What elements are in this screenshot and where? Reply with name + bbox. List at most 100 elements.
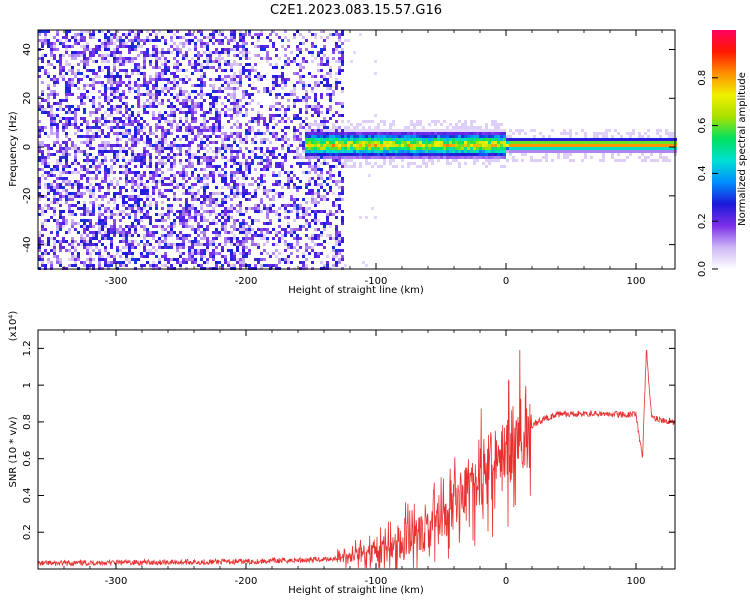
spectrogram-cell xyxy=(116,126,119,129)
spectrogram-cell xyxy=(224,36,227,39)
spectrogram-cell xyxy=(137,72,140,75)
spectrogram-cell xyxy=(56,138,59,141)
spectrogram-cell xyxy=(182,54,185,57)
spectrogram-cell xyxy=(506,159,509,162)
spectrogram-cell xyxy=(308,192,311,195)
spectrogram-cell xyxy=(269,264,272,267)
spectrogram-cell xyxy=(128,228,131,231)
spectrogram-cell xyxy=(308,135,311,138)
spectrogram-cell xyxy=(254,231,257,234)
spectrogram-cell xyxy=(218,90,221,93)
spectrogram-cell xyxy=(227,99,230,102)
spectrogram-cell xyxy=(413,141,416,144)
spectrogram-cell xyxy=(449,135,452,138)
spectrogram-cell xyxy=(161,219,164,222)
spectrogram-cell xyxy=(260,159,263,162)
spectrogram-cell xyxy=(242,252,245,255)
spectrogram-cell xyxy=(44,186,47,189)
spectrogram-cell xyxy=(62,168,65,171)
spectrogram-cell xyxy=(191,207,194,210)
spectrogram-cell xyxy=(554,147,557,150)
spectrogram-cell xyxy=(266,51,269,54)
spectrogram-cell xyxy=(239,75,242,78)
spectrogram-cell xyxy=(467,153,470,156)
spectrogram-cell xyxy=(56,78,59,81)
spectrogram-cell xyxy=(209,54,212,57)
spectrogram-cell xyxy=(533,159,536,162)
spectrogram-cell xyxy=(185,42,188,45)
spectrogram-cell xyxy=(218,123,221,126)
spectrogram-cell xyxy=(254,207,257,210)
spectrogram-cell xyxy=(149,138,152,141)
spectrogram-cell xyxy=(209,93,212,96)
spectrogram-cell xyxy=(125,141,128,144)
spectrogram-cell xyxy=(269,117,272,120)
spectrogram-cell xyxy=(104,216,107,219)
spectrogram-cell xyxy=(227,147,230,150)
spectrogram-cell xyxy=(437,129,440,132)
spectrogram-cell xyxy=(125,231,128,234)
spectrogram-cell xyxy=(239,165,242,168)
spectrogram-cell xyxy=(290,93,293,96)
spectrogram-cell xyxy=(47,174,50,177)
spectrogram-cell xyxy=(257,54,260,57)
spectrogram-cell xyxy=(431,135,434,138)
spectrogram-cell xyxy=(203,156,206,159)
spectrogram-cell xyxy=(209,156,212,159)
spectrogram-cell xyxy=(497,132,500,135)
spectrogram-cell xyxy=(71,195,74,198)
spectrogram-cell xyxy=(161,159,164,162)
spectrogram-cell xyxy=(74,213,77,216)
spectrogram-cell xyxy=(242,105,245,108)
spectrogram-cell xyxy=(458,165,461,168)
spectrogram-cell xyxy=(257,123,260,126)
spectrogram-cell xyxy=(311,75,314,78)
spectrogram-cell xyxy=(239,33,242,36)
spectrogram-cell xyxy=(53,240,56,243)
spectrogram-cell xyxy=(230,87,233,90)
spectrogram-cell xyxy=(263,153,266,156)
spectrogram-cell xyxy=(275,162,278,165)
spectrogram-cell xyxy=(131,183,134,186)
spectrogram-cell xyxy=(338,102,341,105)
spectrogram-cell xyxy=(329,222,332,225)
spectrogram-cell xyxy=(260,141,263,144)
spectrogram-cell xyxy=(143,189,146,192)
spectrogram-cell xyxy=(467,144,470,147)
spectrogram-cell xyxy=(317,243,320,246)
spectrogram-cell xyxy=(98,258,101,261)
spectrogram-cell xyxy=(50,201,53,204)
spectrogram-cell xyxy=(239,99,242,102)
spectrogram-cell xyxy=(428,132,431,135)
spectrogram-cell xyxy=(38,150,41,153)
spectrogram-cell xyxy=(194,102,197,105)
spectrogram-cell xyxy=(161,183,164,186)
spectrogram-cell xyxy=(77,96,80,99)
spectrogram-cell xyxy=(263,87,266,90)
spectrogram-cell xyxy=(266,138,269,141)
spectrogram-cell xyxy=(287,144,290,147)
spectrogram-cell xyxy=(194,183,197,186)
spectrogram-cell xyxy=(59,171,62,174)
spectrogram-cell xyxy=(191,108,194,111)
spectrogram-cell xyxy=(47,183,50,186)
spectrogram-cell xyxy=(257,147,260,150)
spectrogram-cell xyxy=(227,186,230,189)
spectrogram-cell xyxy=(233,105,236,108)
spectrogram-cell xyxy=(218,57,221,60)
spectrogram-cell xyxy=(299,165,302,168)
spectrogram-cell xyxy=(122,96,125,99)
spectrogram-cell xyxy=(338,156,341,159)
spectrogram-cell xyxy=(269,162,272,165)
spectrogram-cell xyxy=(134,258,137,261)
spectrogram-cell xyxy=(251,42,254,45)
spectrogram-cell xyxy=(323,240,326,243)
spectrogram-cell xyxy=(188,123,191,126)
spectrogram-cell xyxy=(119,78,122,81)
spectrogram-cell xyxy=(143,153,146,156)
spectrogram-cell xyxy=(122,63,125,66)
spectrogram-cell xyxy=(56,150,59,153)
spectrogram-cell xyxy=(557,156,560,159)
spectrogram-cell xyxy=(182,42,185,45)
spectrogram-cell xyxy=(125,57,128,60)
